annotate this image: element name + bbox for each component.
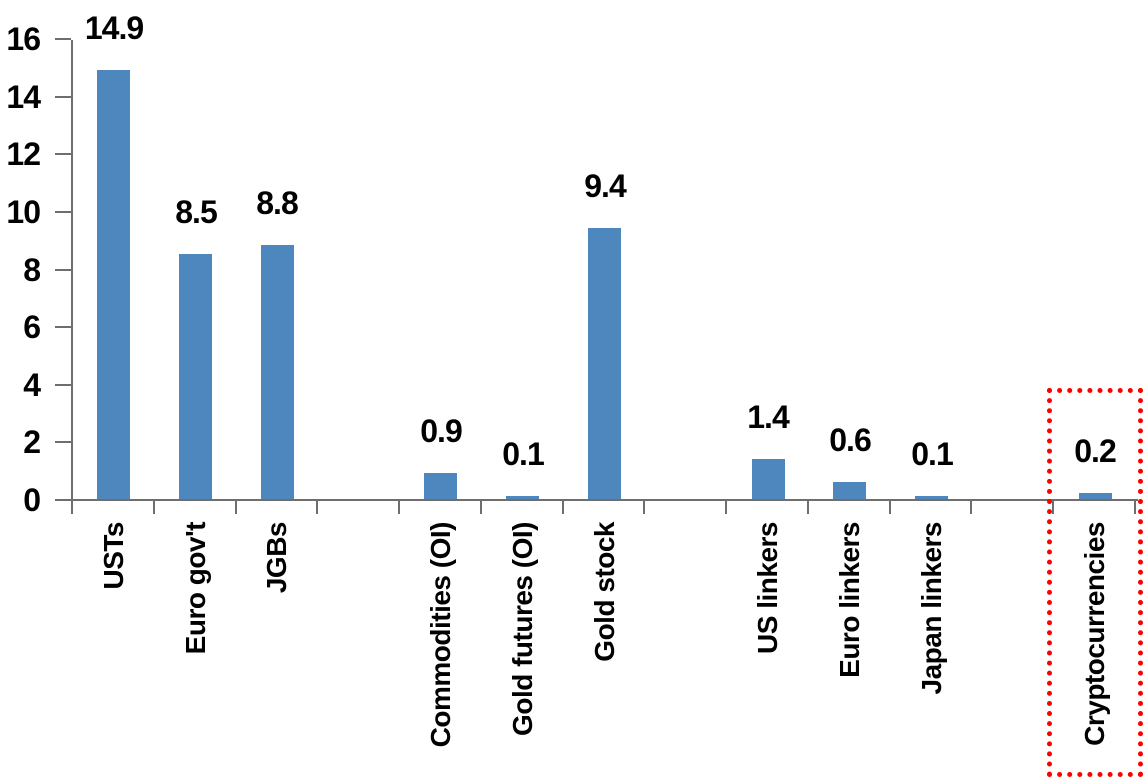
bar: [833, 482, 866, 499]
bar: [179, 254, 212, 499]
y-tick-label: 10: [6, 194, 41, 230]
y-tick: [55, 38, 71, 40]
x-tick: [71, 501, 73, 514]
highlight-box: [1047, 388, 1143, 777]
bar-value-label: 0.6: [829, 422, 871, 458]
y-tick: [55, 153, 71, 155]
category-label: Gold futures (OI): [507, 522, 538, 736]
x-tick: [970, 501, 972, 514]
y-tick-label: 14: [6, 79, 41, 115]
bar: [506, 496, 539, 499]
y-tick-label: 12: [6, 136, 41, 172]
y-axis-line: [71, 40, 73, 501]
x-tick: [725, 501, 727, 514]
y-tick: [55, 211, 71, 213]
category-label: Euro gov't: [180, 522, 211, 655]
category-label: JGBs: [261, 522, 292, 594]
x-tick: [398, 501, 400, 514]
x-tick: [643, 501, 645, 514]
bar-value-label: 8.8: [256, 185, 298, 221]
x-tick: [480, 501, 482, 514]
bar-value-label: 1.4: [747, 399, 789, 435]
y-tick: [55, 326, 71, 328]
bar: [588, 228, 621, 499]
y-tick: [55, 269, 71, 271]
category-label: Euro linkers: [834, 522, 865, 678]
category-label: Japan linkers: [916, 522, 947, 695]
x-axis-line: [71, 499, 1138, 501]
y-tick-label: 16: [6, 21, 41, 57]
bar: [424, 473, 457, 499]
bar-value-label: 0.2: [1074, 433, 1116, 469]
x-tick: [1052, 501, 1054, 514]
category-label: US linkers: [752, 522, 783, 654]
x-tick: [153, 501, 155, 514]
x-tick: [562, 501, 564, 514]
bar-value-label: 14.9: [84, 10, 144, 46]
y-tick: [55, 384, 71, 386]
category-label: Gold stock: [589, 522, 620, 662]
y-tick-label: 4: [23, 367, 41, 403]
category-label: Commodities (OI): [425, 522, 456, 748]
x-tick: [1134, 501, 1136, 514]
bar-value-label: 0.1: [911, 436, 953, 472]
y-tick: [55, 499, 71, 501]
bar: [261, 245, 294, 499]
x-tick: [889, 501, 891, 514]
x-tick: [316, 501, 318, 514]
y-tick-label: 0: [23, 482, 41, 518]
bar: [915, 496, 948, 499]
bar: [97, 70, 130, 499]
y-tick: [55, 441, 71, 443]
x-tick: [235, 501, 237, 514]
category-label: USTs: [98, 522, 129, 590]
y-tick: [55, 96, 71, 98]
y-tick-label: 6: [23, 309, 41, 345]
bar-value-label: 0.9: [420, 413, 462, 449]
y-tick-label: 8: [23, 252, 41, 288]
x-tick: [807, 501, 809, 514]
y-tick-label: 2: [23, 424, 41, 460]
bar-value-label: 0.1: [502, 436, 544, 472]
bar: [752, 459, 785, 499]
bar-value-label: 8.5: [175, 194, 217, 230]
bar-value-label: 9.4: [584, 168, 626, 204]
bar: [1079, 493, 1112, 499]
